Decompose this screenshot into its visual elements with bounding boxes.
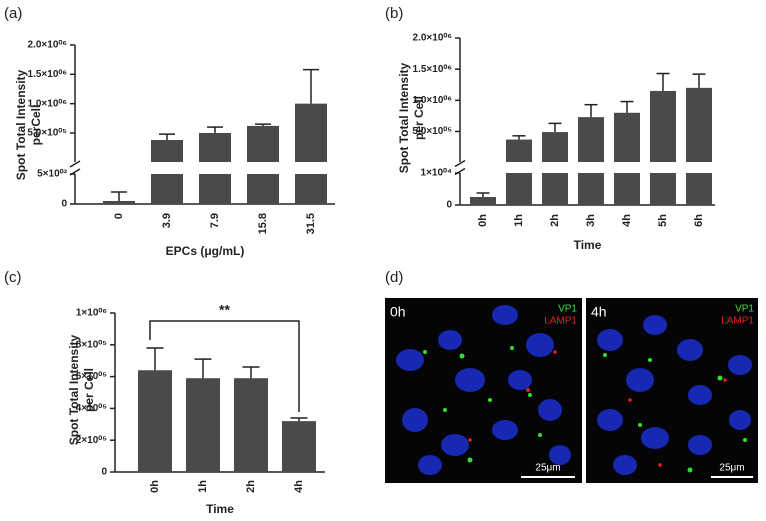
bar — [282, 421, 316, 472]
panel-label: (b) — [385, 5, 403, 22]
x-tick-label: 0h — [477, 214, 489, 227]
y-tick-label: 1.0×10⁰⁶ — [28, 98, 67, 109]
bar — [542, 132, 568, 162]
bar — [686, 87, 712, 162]
scale-label: 25μm — [535, 463, 560, 474]
y-tick-label: 6×10⁰⁵ — [76, 371, 108, 382]
panel-label: (a) — [4, 5, 22, 22]
y-tick-label: 1×10⁰⁴ — [421, 168, 453, 179]
micrograph — [385, 298, 758, 483]
x-axis-title: Time — [574, 238, 602, 252]
y-tick-label: 2×10⁰⁵ — [76, 435, 108, 446]
bar — [103, 201, 135, 204]
bar — [151, 140, 183, 162]
x-tick-label: 31.5 — [305, 213, 317, 234]
y-tick-label: 5×10⁰³ — [37, 169, 68, 180]
bar — [578, 173, 604, 205]
x-tick-label: 3.9 — [161, 213, 173, 228]
bar — [506, 173, 532, 205]
x-tick-label: 4h — [621, 214, 633, 227]
frame-time: 4h — [591, 304, 607, 320]
x-tick-label: 6h — [693, 214, 705, 227]
bar — [199, 174, 231, 204]
channel-label: LAMP1 — [721, 316, 754, 327]
x-axis-title: Time — [206, 502, 234, 516]
y-tick-label: 5.0×10⁰⁵ — [412, 126, 452, 137]
bar — [151, 174, 183, 204]
channel-label: VP1 — [735, 304, 754, 315]
frame-time: 0h — [390, 304, 406, 320]
bar — [295, 103, 327, 162]
y-axis-title: per Cell — [412, 96, 426, 140]
bar — [247, 174, 279, 204]
x-tick-label: 0 — [113, 213, 125, 219]
bar — [686, 173, 712, 205]
y-tick-label: 0 — [61, 199, 67, 210]
y-tick-label: 5.0×10⁰⁵ — [27, 128, 67, 139]
bar — [138, 370, 172, 472]
bar — [199, 132, 231, 162]
axis-break — [454, 159, 466, 168]
axis-break — [69, 160, 81, 168]
bar — [650, 173, 676, 205]
y-tick-label: 1.0×10⁰⁶ — [413, 95, 452, 106]
y-tick-label: 8×10⁰⁵ — [76, 339, 108, 350]
annotation: ** — [219, 302, 230, 318]
bar — [578, 117, 604, 162]
axis-break — [69, 168, 81, 176]
x-tick-label: 5h — [657, 214, 669, 227]
x-tick-label: 0h — [149, 480, 161, 493]
y-tick-label: 0 — [446, 200, 452, 211]
significance-bracket — [149, 320, 300, 412]
bar — [470, 197, 496, 205]
bar — [234, 378, 268, 472]
y-axis-title: per Cell — [82, 368, 96, 412]
x-tick-label: 3h — [585, 214, 597, 227]
y-tick-label: 2.0×10⁰⁶ — [28, 40, 67, 51]
y-axis-title: perCell — [29, 105, 43, 146]
bar — [614, 112, 640, 162]
panel-label: (d) — [385, 269, 403, 286]
bar — [247, 125, 279, 162]
y-tick-label: 0 — [101, 467, 107, 478]
bar — [506, 139, 532, 162]
bar — [295, 174, 327, 204]
x-tick-label: 2h — [549, 214, 561, 227]
bar — [614, 173, 640, 205]
channel-label: VP1 — [558, 304, 577, 315]
y-axis-title: Spot Total Intensity — [14, 69, 28, 180]
y-tick-label: 1×10⁰⁶ — [76, 308, 107, 319]
bar — [542, 173, 568, 205]
x-tick-label: 7.9 — [209, 213, 221, 228]
axis-break — [454, 167, 466, 176]
x-axis-title: EPCs (μg/mL) — [166, 244, 245, 258]
y-tick-label: 4×10⁰⁵ — [76, 403, 108, 414]
y-tick-label: 2.0×10⁰⁶ — [413, 33, 452, 44]
x-tick-label: 4h — [293, 480, 305, 493]
y-tick-label: 1.5×10⁰⁶ — [28, 69, 67, 80]
x-tick-label: 2h — [245, 480, 257, 493]
x-tick-label: 1h — [197, 480, 209, 493]
y-tick-label: 1.5×10⁰⁶ — [413, 64, 452, 75]
bar — [650, 90, 676, 162]
bar — [186, 378, 220, 472]
panel-label: (c) — [4, 269, 22, 286]
y-axis-title: Spot Total Intensity — [397, 62, 411, 173]
y-axis-title: Spot Total Intensity — [67, 334, 81, 445]
scale-label: 25μm — [719, 463, 744, 474]
x-tick-label: 1h — [513, 214, 525, 227]
x-tick-label: 15.8 — [257, 213, 269, 234]
channel-label: LAMP1 — [544, 316, 577, 327]
